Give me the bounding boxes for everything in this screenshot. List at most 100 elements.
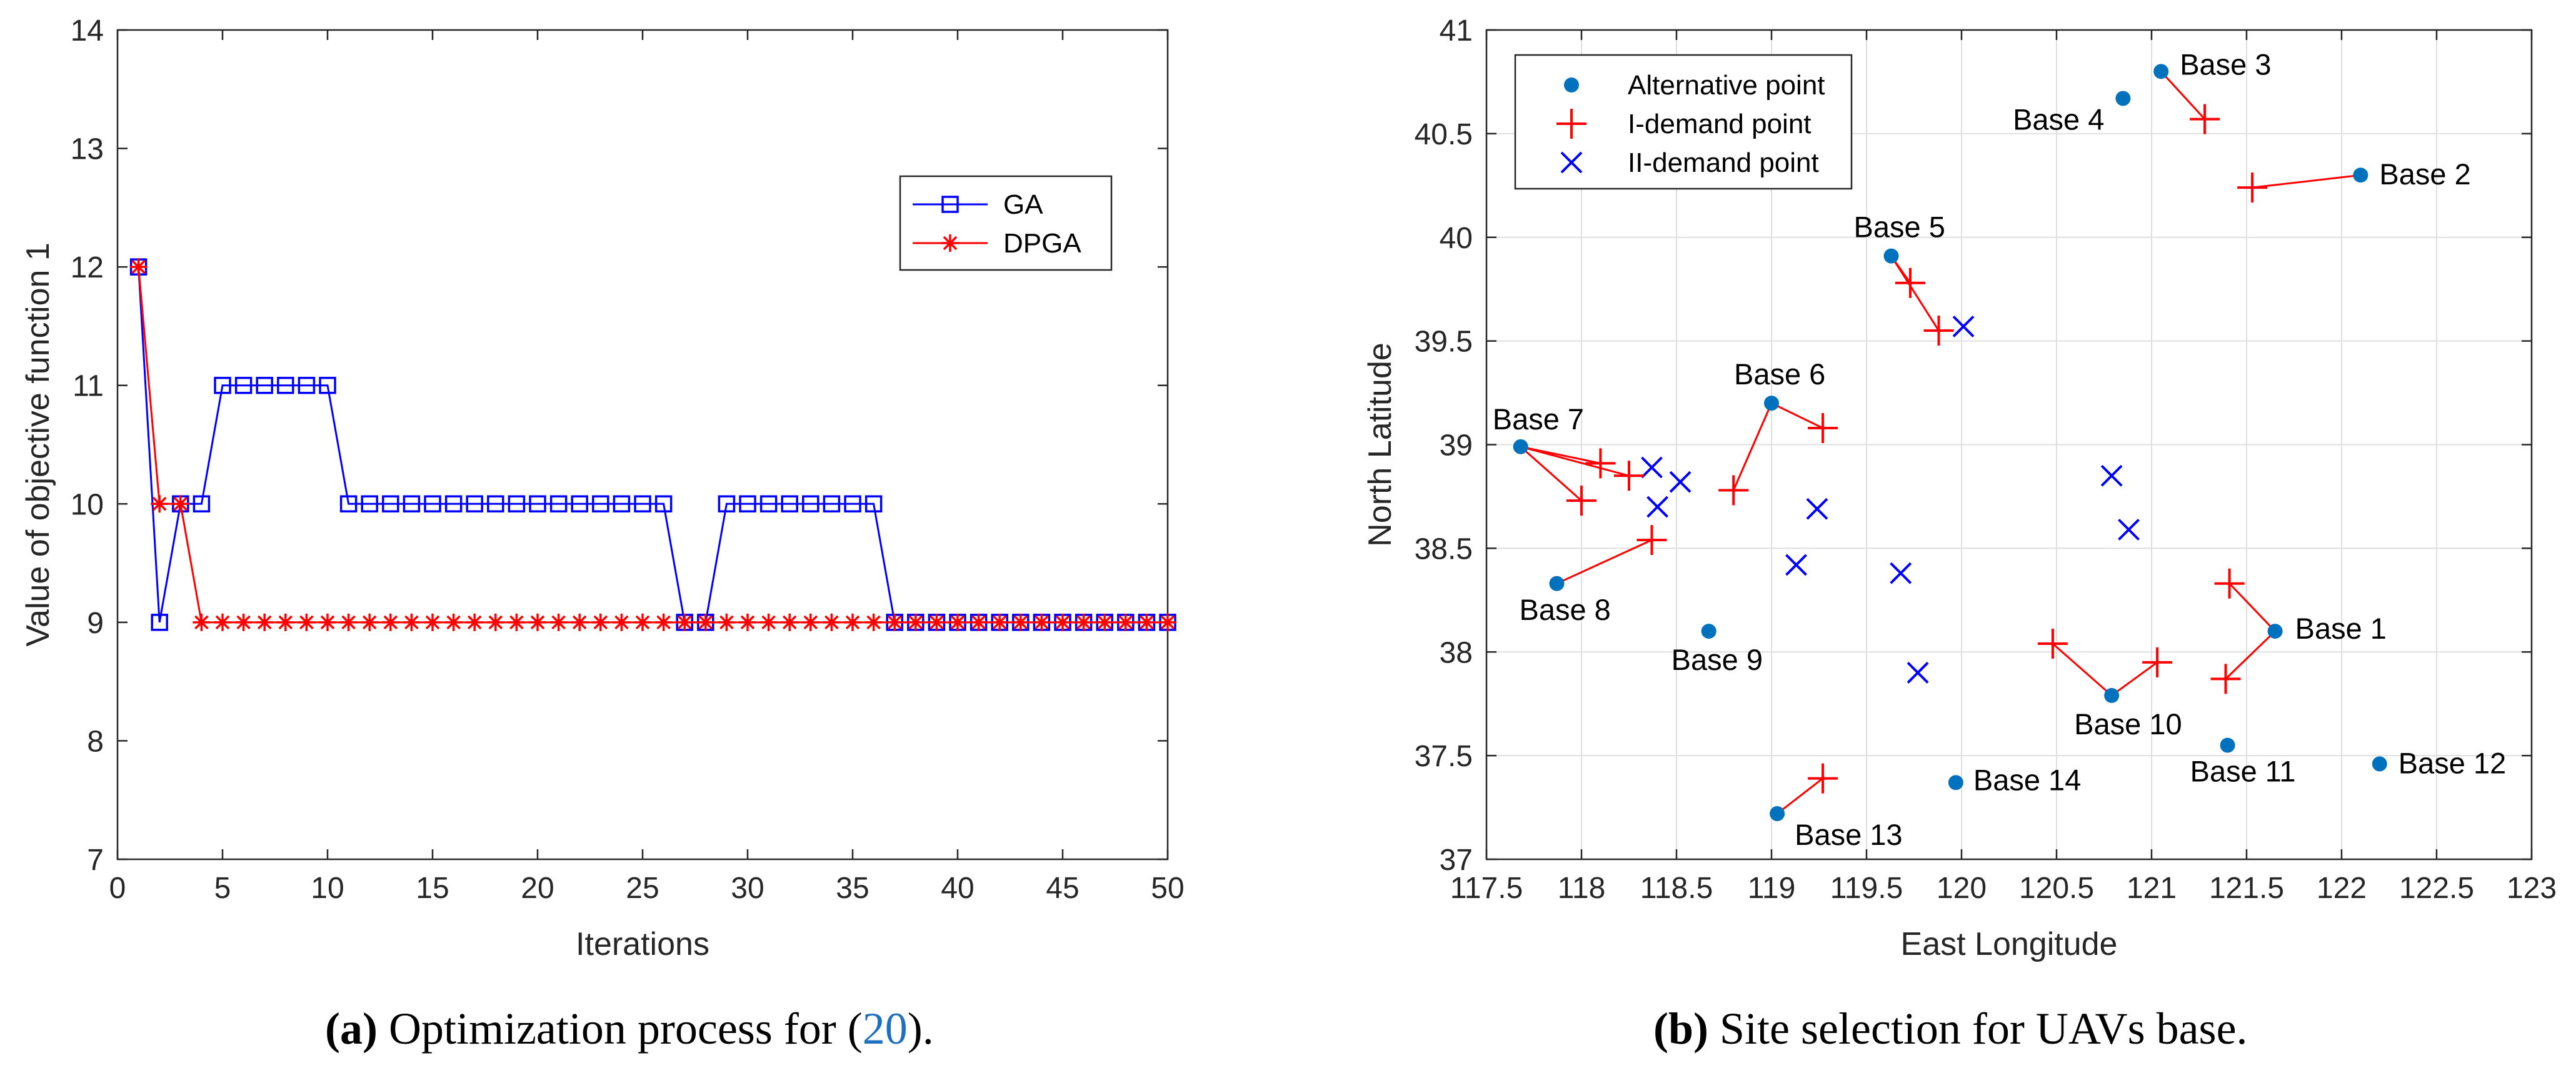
x-tick-label-b: 122: [2317, 872, 2367, 905]
base-label: Base 2: [2379, 157, 2470, 191]
legend-marker-i-demand-point: [1556, 109, 1586, 139]
x-tick-label-b: 119: [1748, 872, 1796, 905]
data-point-dpga: [1096, 613, 1114, 631]
data-point-ga: [319, 376, 336, 394]
base-point-shape: [2220, 737, 2235, 753]
data-point-dpga: [444, 613, 463, 631]
legend-marker-dpga: [941, 234, 959, 252]
legend-marker-ga: [941, 196, 959, 213]
base-point: [1701, 624, 1716, 639]
x-axis-label-b: East Longitude: [1901, 926, 2118, 962]
data-point-ga: [865, 495, 883, 513]
ii-demand-point-shape: [1890, 562, 1912, 584]
data-point-dpga-shape: [634, 613, 651, 631]
data-point-dpga: [676, 613, 694, 631]
plot-area-a: [116, 29, 1169, 861]
data-point-dpga-shape: [823, 613, 841, 631]
data-point-dpga: [298, 613, 316, 631]
data-point-dpga: [508, 613, 526, 631]
base-label: Base 12: [2398, 746, 2506, 779]
base-point-shape: [1701, 624, 1716, 639]
data-point-ga: [844, 495, 861, 513]
y-tick-label-b: 37.5: [1415, 740, 1473, 773]
i-demand-point-shape: [1895, 267, 1925, 298]
assignment-line: [1556, 539, 1653, 585]
data-point-ga: [529, 495, 546, 513]
caption-a-label: (a): [325, 1004, 378, 1054]
i-demand-point: [1614, 461, 1644, 491]
x-tick-label-b: 123: [2507, 872, 2557, 905]
data-point-ga-shape: [151, 614, 168, 631]
data-point-ga-shape: [424, 495, 441, 513]
data-point-dpga: [1159, 613, 1176, 631]
assignment-line: [2160, 71, 2206, 120]
x-tick-label-a: 50: [1151, 872, 1184, 905]
data-point-ga-shape: [214, 376, 231, 394]
data-point-ga: [654, 495, 673, 513]
data-point-ga-shape: [781, 495, 798, 513]
data-point-dpga: [696, 613, 714, 631]
data-point-ga-shape: [256, 376, 273, 394]
data-point-dpga-shape: [361, 613, 379, 631]
x-tick-label-a: 15: [416, 872, 449, 905]
data-point-dpga-shape: [486, 613, 504, 631]
ii-demand-point: [2118, 519, 2140, 541]
i-demand-point: [2142, 647, 2173, 677]
base-point-shape: [1764, 396, 1779, 411]
data-point-ga-shape: [277, 376, 294, 394]
data-point-ga: [718, 495, 736, 513]
data-point-dpga-shape: [991, 613, 1009, 631]
data-point-dpga: [151, 495, 169, 513]
y-tick-label-a: 7: [87, 844, 104, 877]
data-point-dpga: [1033, 613, 1051, 631]
base-label: Base 10: [2074, 707, 2182, 741]
assignment-line: [2225, 630, 2276, 680]
data-point-dpga-shape: [508, 613, 526, 631]
data-point-ga: [277, 376, 294, 394]
caption-a-equation-link[interactable]: 20: [862, 1004, 908, 1054]
legend-box-a: [899, 175, 1113, 271]
i-demand-point-shape: [1636, 525, 1667, 556]
data-point-dpga: [654, 613, 673, 631]
data-point-dpga-shape: [949, 613, 966, 631]
data-point-dpga-shape: [381, 613, 399, 631]
i-demand-point-shape: [1614, 461, 1644, 491]
data-point-ga-shape: [444, 495, 463, 513]
data-point-ga: [256, 376, 273, 394]
data-point-ga-shape: [529, 495, 546, 513]
data-point-dpga-shape: [234, 613, 253, 631]
data-point-ga: [634, 495, 651, 513]
data-point-ga: [613, 495, 631, 513]
data-point-ga: [571, 495, 588, 513]
ii-demand-point: [1785, 554, 1807, 576]
data-point-ga-shape: [759, 495, 778, 513]
x-tick-label-a: 25: [626, 872, 659, 905]
data-point-ga-shape: [739, 495, 756, 513]
data-point-ga: [592, 495, 609, 513]
data-point-dpga-shape: [801, 613, 819, 631]
y-tick-label-b: 39: [1440, 429, 1473, 462]
data-point-ga: [487, 495, 504, 513]
base-point: [2267, 624, 2283, 639]
x-tick-label-a: 40: [941, 872, 974, 905]
data-point-ga-shape: [508, 495, 526, 513]
x-tick-label-b: 121: [2127, 872, 2177, 905]
data-point-dpga-shape: [1033, 613, 1051, 631]
base-label: Base 9: [1671, 643, 1763, 676]
data-point-dpga-shape: [151, 495, 169, 513]
ii-demand-point-shape: [1907, 662, 1929, 684]
data-point-dpga: [486, 613, 504, 631]
data-point-dpga-shape: [298, 613, 316, 631]
data-point-ga-shape: [634, 495, 651, 513]
i-demand-point: [1585, 448, 1616, 479]
data-point-dpga-shape: [129, 258, 148, 276]
y-tick-label-b: 41: [1440, 14, 1473, 47]
data-point-ga-shape: [234, 376, 253, 394]
data-point-ga: [214, 376, 231, 394]
i-demand-point-shape: [1808, 763, 1838, 794]
data-point-dpga-shape: [718, 613, 736, 631]
data-point-ga: [466, 495, 483, 513]
x-tick-label-a: 5: [214, 872, 231, 905]
data-point-dpga: [171, 495, 189, 513]
data-point-dpga-shape: [571, 613, 589, 631]
